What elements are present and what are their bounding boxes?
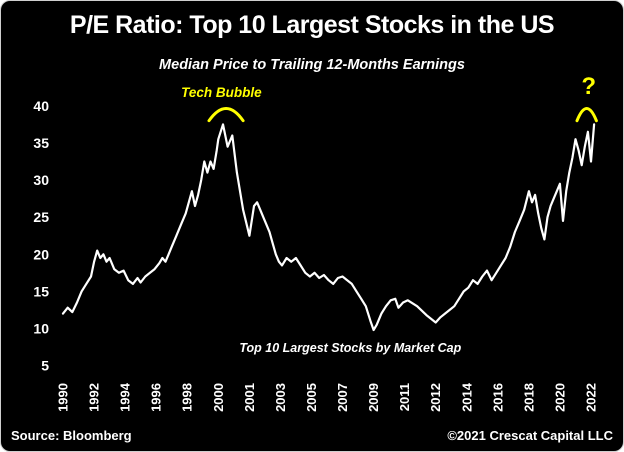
x-tick-label: 2014 bbox=[459, 382, 474, 412]
y-axis-tick-labels: 5 10 15 20 25 30 35 40 bbox=[33, 98, 49, 374]
y-tick-label: 40 bbox=[33, 98, 49, 114]
x-tick-label: 2005 bbox=[304, 383, 319, 412]
x-tick-label: 1992 bbox=[87, 383, 102, 412]
x-tick-label: 2020 bbox=[552, 383, 567, 412]
x-tick-label: 2001 bbox=[242, 383, 257, 412]
x-axis-tick-labels: 1990 1992 1994 1996 1998 2000 2001 2003 2005 2007… bbox=[56, 382, 599, 412]
y-tick-label: 25 bbox=[33, 209, 49, 225]
annotation-label: Top 10 Largest Stocks by Market Cap bbox=[239, 341, 461, 355]
x-tick-label: 2003 bbox=[273, 383, 288, 412]
y-tick-label: 20 bbox=[33, 246, 49, 262]
x-tick-label: 1990 bbox=[56, 383, 71, 412]
y-tick-label: 35 bbox=[33, 135, 49, 151]
y-tick-label: 10 bbox=[33, 320, 49, 336]
x-tick-label: 2012 bbox=[428, 383, 443, 412]
annotation-arc bbox=[207, 106, 245, 123]
pe-ratio-series-line bbox=[61, 123, 596, 332]
x-tick-label: 1996 bbox=[149, 383, 164, 412]
x-tick-label: 1994 bbox=[118, 382, 133, 412]
annotation-arc bbox=[575, 107, 598, 123]
source-credit: Source: Bloomberg bbox=[11, 428, 132, 443]
y-tick-label: 30 bbox=[33, 172, 49, 188]
y-tick-label: 15 bbox=[33, 283, 49, 299]
x-tick-label: 1998 bbox=[180, 383, 195, 412]
chart-title: P/E Ratio: Top 10 Largest Stocks in the … bbox=[69, 11, 555, 39]
x-tick-label: 2009 bbox=[366, 383, 381, 412]
annotation-label: ? bbox=[581, 73, 596, 100]
x-tick-label: 2022 bbox=[584, 383, 599, 412]
x-tick-label: 2016 bbox=[490, 383, 505, 412]
chart-subtitle: Median Price to Trailing 12-Months Earni… bbox=[159, 57, 465, 73]
copyright-credit: ©2021 Crescat Capital LLC bbox=[447, 428, 613, 443]
x-tick-label: 2000 bbox=[211, 383, 226, 412]
x-tick-label: 2007 bbox=[335, 383, 350, 412]
chart-annotations: Tech Bubble ? Top 10 Largest Stocks by Mar… bbox=[181, 73, 598, 355]
x-tick-label: 2011 bbox=[397, 383, 412, 411]
y-tick-label: 5 bbox=[41, 358, 49, 374]
annotation-label: Tech Bubble bbox=[181, 85, 262, 100]
x-tick-label: 2018 bbox=[521, 383, 536, 412]
